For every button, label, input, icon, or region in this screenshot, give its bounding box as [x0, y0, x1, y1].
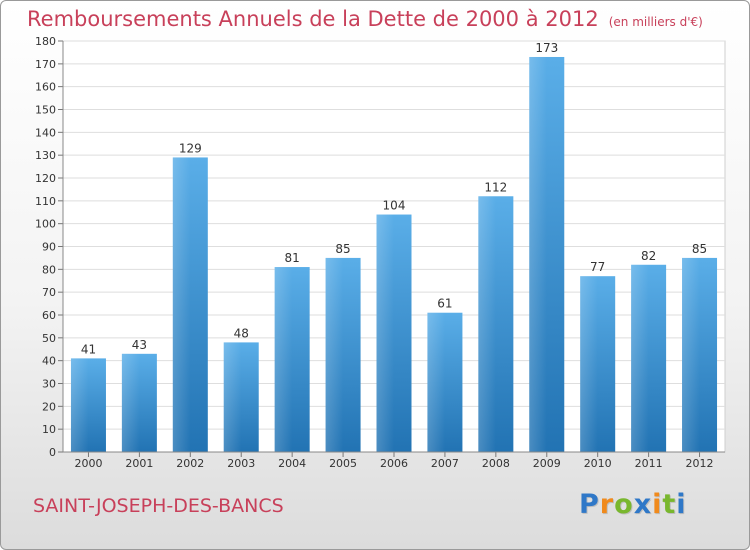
logo-letter: i — [676, 489, 687, 520]
bar-value-label: 85 — [692, 242, 707, 256]
bar-highlight — [274, 267, 293, 452]
y-tick-label: 90 — [42, 241, 56, 254]
y-tick-label: 60 — [42, 309, 56, 322]
bar-highlight — [682, 257, 700, 452]
y-tick-label: 100 — [35, 218, 56, 231]
bar-chart: 0 10 20 30 40 50 60 70 80 90 100 110 120 130 140 150 160… — [35, 35, 726, 470]
y-tick-label: 50 — [42, 332, 56, 345]
x-tick-label: 2009 — [533, 457, 561, 470]
logo-letter: i — [652, 489, 663, 520]
chart-title: Remboursements Annuels de la Dette de 20… — [27, 7, 703, 31]
bar-highlight — [427, 312, 445, 452]
bar-highlight — [70, 358, 89, 452]
bars: 41 43 129 48 81 85 104 61 112 173 77 82 85 — [70, 41, 718, 452]
y-axis: 0 10 20 30 40 50 60 70 80 90 100 110 120 130 140 150 160… — [35, 35, 64, 459]
bar-value-label: 77 — [590, 260, 605, 274]
bar-value-label: 104 — [383, 199, 406, 213]
logo-letter: x — [633, 489, 653, 520]
y-tick-label: 70 — [42, 286, 56, 299]
proxiti-logo: Proxiti — [579, 489, 687, 520]
logo-letter: o — [614, 489, 634, 520]
y-tick-label: 30 — [42, 378, 56, 391]
bar-highlight — [478, 196, 496, 452]
bar-value-label: 112 — [484, 180, 507, 194]
bar-value-label: 41 — [81, 342, 96, 356]
logo-letter: r — [599, 489, 615, 520]
bar-value-label: 48 — [234, 326, 249, 340]
y-tick-label: 110 — [35, 195, 56, 208]
x-tick-label: 2004 — [278, 457, 306, 470]
x-tick-label: 2012 — [686, 457, 714, 470]
commune-name: SAINT-JOSEPH-DES-BANCS — [33, 495, 284, 517]
x-tick-label: 2005 — [329, 457, 357, 470]
bar-highlight — [121, 353, 140, 452]
bar-value-label: 129 — [179, 141, 202, 155]
x-tick-label: 2011 — [635, 457, 663, 470]
x-tick-label: 2008 — [482, 457, 510, 470]
bar-value-label: 61 — [437, 297, 452, 311]
bar-highlight — [223, 342, 242, 452]
x-axis: 2000 2001 2002 2003 2004 2005 2006 2007 2008 2009… — [63, 451, 725, 470]
y-tick-label: 0 — [49, 446, 56, 459]
bar-value-label: 81 — [285, 251, 300, 265]
y-tick-label: 80 — [42, 263, 56, 276]
bar-value-label: 173 — [535, 41, 558, 55]
x-tick-label: 2010 — [584, 457, 612, 470]
y-tick-label: 180 — [35, 35, 56, 48]
y-tick-label: 20 — [42, 400, 56, 413]
x-tick-label: 2007 — [431, 457, 459, 470]
x-tick-label: 2000 — [74, 457, 102, 470]
logo-letter: t — [662, 489, 677, 520]
y-tick-label: 170 — [35, 58, 56, 71]
x-tick-label: 2001 — [125, 457, 153, 470]
bar-value-label: 82 — [641, 249, 656, 263]
logo-letter: P — [579, 489, 600, 520]
y-tick-label: 40 — [42, 355, 56, 368]
y-tick-label: 130 — [35, 149, 56, 162]
bar-highlight — [172, 157, 191, 452]
title-text: Remboursements Annuels de la Dette de 20… — [27, 7, 599, 31]
x-tick-label: 2003 — [227, 457, 255, 470]
bar-value-label: 85 — [335, 242, 350, 256]
y-tick-label: 150 — [35, 104, 56, 117]
bar-highlight — [325, 257, 344, 452]
bar-value-label: 43 — [132, 338, 147, 352]
bar-highlight — [580, 276, 598, 452]
x-tick-label: 2002 — [176, 457, 204, 470]
bar-highlight — [529, 56, 547, 452]
bar-highlight — [631, 264, 649, 452]
x-tick-label: 2006 — [380, 457, 408, 470]
chart-subtitle: (en milliers d'€) — [608, 15, 703, 29]
bar-highlight — [376, 214, 394, 452]
y-tick-label: 10 — [42, 423, 56, 436]
y-tick-label: 140 — [35, 126, 56, 139]
y-tick-label: 120 — [35, 172, 56, 185]
y-tick-label: 160 — [35, 81, 56, 94]
